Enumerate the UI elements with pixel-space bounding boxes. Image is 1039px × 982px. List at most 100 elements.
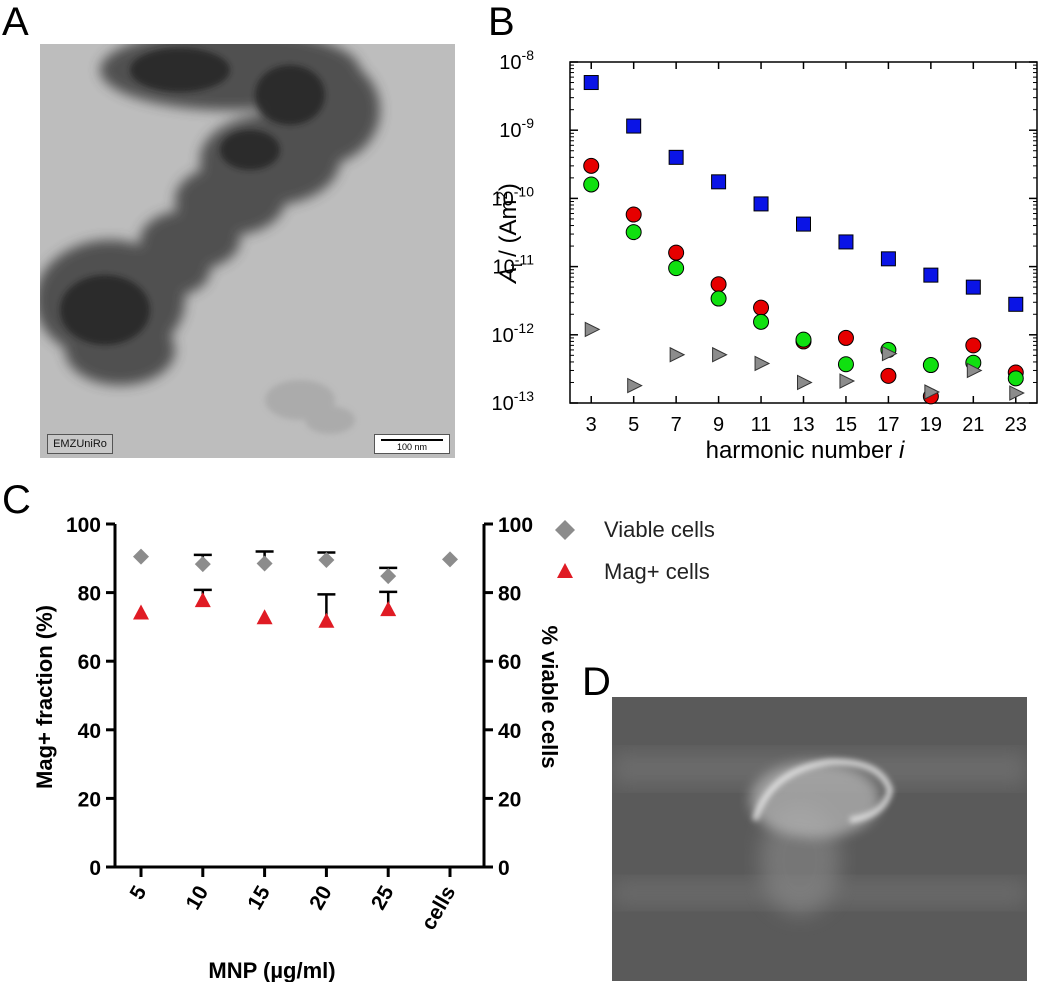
chart-b-point-triangle-right [881, 345, 898, 362]
chart-b-x-tick-label: 21 [962, 414, 984, 436]
chart-b-x-tick-label: 3 [586, 414, 597, 436]
chart-b-x-tick-label: 19 [920, 414, 942, 436]
chart-c-y-tick-label: 40 [78, 720, 101, 743]
chart-b-point-triangle-right [924, 384, 940, 400]
chart-b-y-tick-label: 10-9 [499, 115, 534, 142]
chart-c-x-tick-label: 10 [182, 882, 214, 914]
chart-b-x-tick-label: 13 [792, 414, 814, 436]
scale-bar-text: 100 nm [396, 442, 428, 452]
chart-c-y-tick-label: 20 [78, 788, 101, 811]
chart-c-y-axis-label: Mag+ fraction (%) [32, 605, 57, 789]
chart-b-point-square [1008, 296, 1024, 312]
chart-b-point-square [965, 279, 981, 295]
chart-c-point-viable [318, 552, 335, 569]
chart-b-point-circle [668, 260, 685, 277]
chart-c-y-tick-label-right: 40 [498, 720, 521, 743]
chart-b-point-circle [753, 313, 770, 330]
chart-b-point-circle [583, 157, 600, 174]
chart-c-y-tick-label: 100 [66, 514, 101, 537]
chart-b-x-tick-label: 17 [877, 414, 899, 436]
chart-c-point-mag [133, 604, 149, 620]
legend-mag-cells: Mag+ cells [604, 559, 710, 584]
chart-b-point-triangle-right [966, 362, 983, 379]
chart-b-point-circle [922, 357, 939, 374]
chart-c-point-viable [442, 551, 458, 568]
scale-bar-line [381, 439, 443, 441]
chart-c-x-tick-label: 20 [305, 882, 337, 914]
chart-b-y-tick-label: 10-12 [492, 320, 535, 347]
chart-b-point-circle [795, 331, 812, 348]
chart-b-point-circle [1007, 370, 1024, 387]
chart-b-point-circle [710, 276, 727, 293]
chart-b-x-tick-label: 23 [1005, 414, 1027, 436]
chart-b-point-triangle-right [1009, 385, 1025, 401]
chart-c-y-tick-label-right: 80 [498, 583, 521, 606]
chart-b-point-circle [625, 206, 642, 223]
chart-b-point-square [880, 251, 896, 267]
chart-b-point-circle [668, 244, 685, 261]
chart-b-point-circle [837, 329, 854, 346]
chart-c-y-tick-label-right: 20 [498, 788, 521, 811]
chart-b-point-circle [625, 224, 642, 241]
panel-letter-c: C [2, 478, 31, 522]
legend-viable-cells: Viable cells [604, 517, 715, 542]
chart-b-point-triangle-right [797, 374, 813, 391]
chart-b-point-circle [880, 367, 897, 384]
panel-letter-a: A [2, 0, 29, 44]
chart-b-point-triangle-right [627, 377, 643, 394]
tem-label: EMZUniRo [47, 434, 113, 454]
chart-b-y-tick-label: 10-8 [499, 47, 534, 74]
chart-b-x-tick-label: 11 [751, 414, 772, 436]
chart-b-point-square [583, 75, 599, 91]
chart-c-point-viable [133, 548, 149, 565]
chart-b-point-circle [753, 299, 770, 316]
chart-b-point-circle [837, 356, 854, 373]
chart-b-y-tick-label: 10-11 [493, 252, 535, 279]
chart-b-x-tick-label: 9 [713, 414, 724, 436]
chart-c-x-tick-label: 15 [243, 882, 275, 914]
chart-b-y-tick-label: 10-13 [492, 388, 535, 415]
chart-b-point-circle [965, 337, 982, 354]
chart-b-x-tick-label: 15 [835, 414, 857, 436]
chart-b-y-tick-label: 10-10 [492, 183, 535, 210]
chart-c-point-mag [318, 612, 335, 628]
chart-c-y-axis-label-right: % viable cells [537, 625, 562, 768]
chart-c-point-viable [194, 556, 211, 573]
chart-b-point-square [711, 174, 727, 190]
chart-c-y-tick-label: 80 [78, 583, 101, 606]
chart-b-point-square [838, 234, 854, 250]
chart-c-point-mag [194, 592, 211, 608]
chart-b-x-tick-label: 7 [671, 414, 682, 436]
chart-b-point-triangle-right [669, 346, 686, 363]
chart-b-point-circle [710, 290, 727, 307]
chart-c-y-tick-label-right: 60 [498, 651, 521, 674]
chart-b-point-square [626, 118, 642, 134]
viability-chart: 0 0 20 20 40 40 60 60 80 80 100 100 5 10 15 20 25 cells M… [32, 514, 575, 982]
fluorescence-image [612, 697, 1027, 981]
chart-c-y-tick-label: 60 [78, 651, 101, 674]
chart-c-point-viable [380, 568, 397, 585]
chart-c-point-mag [380, 601, 397, 617]
chart-b-x-tick-label: 5 [628, 414, 639, 436]
chart-b-point-square [668, 149, 684, 165]
legend-marker-mag [557, 563, 573, 578]
chart-c-x-tick-label: cells [417, 882, 460, 934]
scale-bar: 100 nm [374, 434, 450, 454]
chart-b-point-square [796, 216, 811, 232]
chart-c-x-tick-label: 25 [367, 882, 399, 914]
chart-c-y-tick-label-right: 100 [498, 514, 533, 537]
chart-b-y-axis-label: Ai / (Am2) [494, 183, 526, 285]
chart-b-point-square [923, 267, 939, 283]
chart-b-point-triangle-right [839, 373, 856, 389]
chart-c-y-tick-label-right: 0 [498, 857, 510, 880]
chart-c-x-axis-label: MNP (µg/ml) [208, 958, 335, 982]
panel-letter-b: B [488, 0, 515, 44]
chart-c-x-tick-label: 5 [126, 882, 152, 904]
tem-micrograph [40, 44, 455, 458]
chart-b-point-triangle-right [584, 321, 601, 338]
panel-letter-d: D [582, 660, 611, 704]
legend-marker-viable [555, 520, 575, 540]
chart-c-point-mag [256, 609, 273, 625]
chart-b-point-circle [583, 176, 600, 193]
